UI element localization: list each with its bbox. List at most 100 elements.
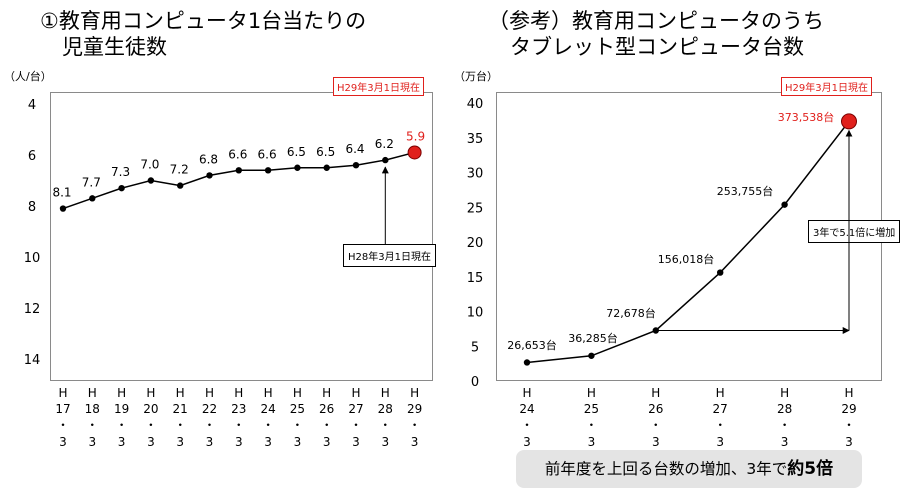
- left-x-tick-label: ・: [350, 418, 362, 432]
- left-x-tick-label: 18: [85, 402, 100, 416]
- left-x-tick-label: ・: [57, 418, 69, 432]
- left-x-tick-label: 3: [206, 435, 214, 449]
- left-x-tick-label: H: [264, 386, 273, 400]
- left-chart-title: ①教育用コンピュータ1台当たりの 児童生徒数: [40, 8, 366, 60]
- right-data-label: 373,538台: [778, 110, 835, 124]
- left-x-tick-label: ・: [116, 418, 128, 432]
- left-x-tick-label: 3: [147, 435, 155, 449]
- left-x-tick-label: 3: [411, 435, 419, 449]
- left-x-tick-label: 3: [176, 435, 184, 449]
- right-y-tick-label: 35: [467, 132, 484, 147]
- left-x-tick-label: 24: [260, 402, 275, 416]
- right-x-tick-label: 26: [648, 402, 663, 416]
- right-x-tick-label: 29: [841, 402, 856, 416]
- left-plot-area: [50, 92, 433, 381]
- right-y-unit: （万台）: [454, 70, 498, 83]
- right-x-tick-label: 27: [713, 402, 728, 416]
- left-data-label: 6.6: [258, 147, 277, 161]
- right-x-tick-label: 25: [584, 402, 599, 416]
- left-data-label: 6.4: [345, 142, 364, 156]
- left-x-tick-label: ・: [174, 418, 186, 432]
- right-x-tick-label: 3: [588, 435, 596, 449]
- left-x-tick-label: 23: [231, 402, 246, 416]
- left-y-tick-label: 10: [24, 251, 41, 266]
- left-x-tick-label: ・: [379, 418, 391, 432]
- right-point: [717, 269, 724, 276]
- left-data-label: 6.5: [316, 145, 335, 159]
- left-x-tick-label: 3: [381, 435, 389, 449]
- right-x-tick-label: ・: [650, 418, 662, 432]
- right-x-tick-label: H: [522, 386, 531, 400]
- right-point-highlight: [841, 113, 857, 130]
- left-x-tick-label: ・: [262, 418, 274, 432]
- left-x-tick-label: 3: [118, 435, 126, 449]
- right-y-tick-label: 25: [467, 201, 484, 216]
- summary-text: 前年度を上回る台数の増加、3年で: [544, 460, 788, 478]
- right-x-tick-label: H: [780, 386, 789, 400]
- left-x-tick-label: H: [293, 386, 302, 400]
- left-x-tick-label: 27: [348, 402, 363, 416]
- right-x-tick-label: ・: [714, 418, 726, 432]
- left-point: [118, 184, 125, 192]
- left-point-highlight: [407, 145, 422, 160]
- left-x-tick-label: ・: [203, 418, 215, 432]
- right-point: [781, 201, 788, 208]
- left-point: [89, 195, 96, 202]
- right-x-tick-label: 3: [652, 435, 660, 449]
- left-x-tick-label: H: [88, 386, 97, 400]
- left-data-label: 7.2: [170, 163, 189, 177]
- right-series-line: [526, 120, 850, 364]
- left-point: [147, 177, 155, 184]
- left-data-label: 5.9: [406, 129, 425, 143]
- left-x-tick-label: ・: [86, 418, 98, 432]
- left-x-tick-label: 3: [59, 435, 67, 449]
- left-title-line1: ①教育用コンピュータ1台当たりの: [40, 9, 367, 33]
- summary-banner: 前年度を上回る台数の増加、3年で約5倍: [516, 450, 862, 488]
- left-y-tick-label: 8: [28, 200, 36, 215]
- left-x-tick-label: ・: [145, 418, 157, 432]
- right-x-tick-label: ・: [585, 418, 597, 432]
- right-y-tick-label: 20: [467, 236, 484, 251]
- right-x-tick-label: 3: [716, 435, 724, 449]
- right-x-tick-label: H: [844, 386, 853, 400]
- left-point: [59, 205, 67, 212]
- left-data-label: 6.5: [287, 145, 306, 159]
- left-x-tick-label: 17: [55, 402, 70, 416]
- left-point: [264, 167, 272, 174]
- left-x-tick-label: H: [205, 386, 214, 400]
- right-data-label: 156,018台: [658, 252, 715, 266]
- left-x-tick-label: H: [176, 386, 185, 400]
- left-x-tick-label: H: [234, 386, 243, 400]
- left-x-tick-label: 3: [264, 435, 272, 449]
- summary-emphasis: 約5倍: [787, 459, 834, 479]
- left-y-tick-label: 14: [24, 353, 41, 368]
- right-title-line1: （参考）教育用コンピュータのうち: [488, 9, 824, 33]
- left-title-line2: 児童生徒数: [62, 35, 167, 59]
- left-data-label: 6.6: [228, 147, 247, 161]
- right-y-tick-label: 40: [467, 97, 484, 112]
- left-point: [323, 164, 330, 171]
- left-x-tick-label: ・: [409, 418, 421, 432]
- left-x-tick-label: H: [322, 386, 331, 400]
- left-x-tick-label: H: [410, 386, 419, 400]
- left-x-tick-label: H: [381, 386, 390, 400]
- left-x-tick-label: 28: [378, 402, 393, 416]
- left-data-label: 6.2: [375, 137, 394, 151]
- left-x-tick-label: H: [351, 386, 360, 400]
- left-y-unit: （人/台）: [4, 70, 52, 83]
- left-x-tick-label: 25: [290, 402, 305, 416]
- left-x-tick-label: 3: [352, 435, 360, 449]
- left-point: [382, 156, 389, 164]
- left-callout-h28: H28年3月1日現在: [343, 244, 436, 267]
- left-x-tick-label: 3: [88, 435, 96, 449]
- left-y-tick-label: 12: [24, 302, 41, 317]
- left-point: [294, 164, 301, 171]
- right-x-tick-label: ・: [779, 418, 791, 432]
- left-x-tick-label: H: [117, 386, 126, 400]
- right-x-tick-label: ・: [521, 418, 533, 432]
- left-x-tick-label: ・: [291, 418, 303, 432]
- left-point: [235, 167, 242, 174]
- right-x-tick-label: 3: [781, 435, 789, 449]
- left-x-tick-label: 29: [407, 402, 422, 416]
